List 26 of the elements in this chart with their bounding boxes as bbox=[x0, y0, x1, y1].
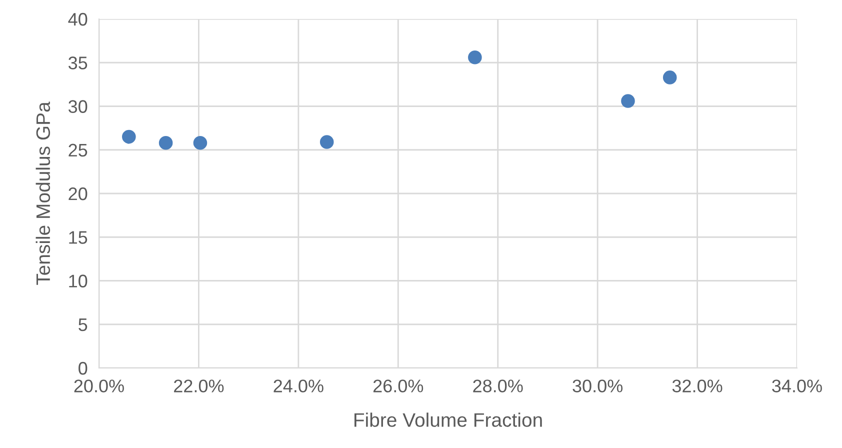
y-tick-label: 5 bbox=[78, 318, 88, 332]
y-tick-label: 25 bbox=[68, 144, 88, 157]
x-tick-label: 30.0% bbox=[572, 380, 623, 392]
y-tick-label: 40 bbox=[68, 12, 88, 26]
x-tick-label: 26.0% bbox=[373, 380, 424, 392]
x-tick-label: 28.0% bbox=[473, 380, 523, 392]
y-tick-label: 0 bbox=[78, 362, 88, 375]
y-tick-label: 10 bbox=[69, 274, 88, 288]
point bbox=[662, 70, 677, 84]
point bbox=[122, 130, 136, 144]
x-tick-label: 20.0% bbox=[74, 380, 124, 392]
point bbox=[320, 135, 334, 149]
point bbox=[621, 94, 635, 108]
point bbox=[193, 136, 208, 150]
y-tick-label: 15 bbox=[69, 231, 88, 244]
x-tick-label: 24.0% bbox=[274, 380, 324, 392]
x-tick-label: 34.0% bbox=[772, 380, 822, 392]
x-tick-label: 22.0% bbox=[174, 380, 224, 392]
x-tick-label: 32.0% bbox=[672, 380, 722, 392]
point bbox=[158, 136, 173, 150]
y-axis-title: Tensile Modulus GPa bbox=[36, 102, 50, 285]
x-axis-title: Fibre Volume Fraction bbox=[354, 412, 542, 427]
point bbox=[468, 50, 482, 64]
y-tick-label: 30 bbox=[68, 100, 88, 113]
y-tick-label: 20 bbox=[68, 187, 88, 200]
y-tick-label: 35 bbox=[68, 56, 88, 70]
